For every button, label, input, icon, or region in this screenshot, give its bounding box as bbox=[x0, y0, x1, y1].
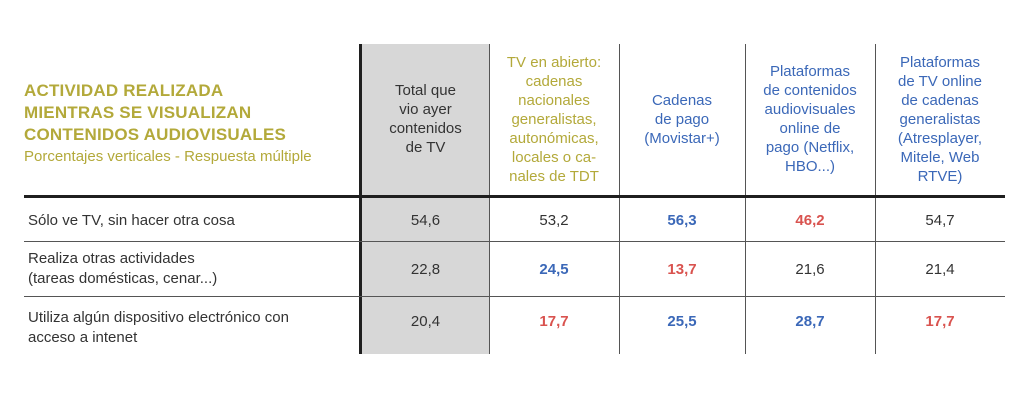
table-cell: 22,8 bbox=[410, 261, 441, 278]
header-line: RTVE) bbox=[917, 167, 963, 185]
row-divider bbox=[24, 296, 1005, 297]
table-title: ACTIVIDAD REALIZADA MIENTRAS SE VISUALIZ… bbox=[24, 80, 354, 146]
table-subtitle: Porcentajes verticales - Respuesta múlti… bbox=[24, 148, 312, 165]
table-cell: 24,5 bbox=[539, 261, 569, 278]
title-line: ACTIVIDAD REALIZADA bbox=[24, 81, 224, 100]
header-line: TV en abierto: bbox=[506, 53, 602, 71]
header-line: de TV online bbox=[898, 72, 982, 90]
table-cell: 28,7 bbox=[795, 313, 825, 330]
header-line: Mitele, Web bbox=[900, 148, 980, 166]
header-line: nacionales bbox=[518, 91, 590, 109]
header-line: de pago bbox=[654, 110, 710, 128]
row-label-line: Utiliza algún dispositivo electrónico co… bbox=[28, 309, 289, 326]
header-line: cadenas bbox=[525, 72, 583, 90]
row-divider bbox=[24, 241, 1005, 242]
table-header-label: ACTIVIDAD REALIZADA MIENTRAS SE VISUALIZ… bbox=[24, 80, 354, 166]
table-cell: 56,3 bbox=[667, 212, 697, 229]
total-column-shading bbox=[362, 44, 489, 354]
column-divider bbox=[619, 44, 620, 354]
table-cell: 17,7 bbox=[925, 313, 955, 330]
table-cell: 13,7 bbox=[667, 261, 697, 278]
column-divider bbox=[489, 44, 490, 354]
table-cell: 53,2 bbox=[539, 212, 569, 229]
title-line: MIENTRAS SE VISUALIZAN bbox=[24, 103, 252, 122]
column-header-broadcaster-online: Plataformas de TV online de cadenas gene… bbox=[875, 44, 1005, 194]
header-line: de contenidos bbox=[763, 82, 857, 99]
header-line: Plataformas bbox=[769, 63, 851, 80]
title-line: CONTENIDOS AUDIOVISUALES bbox=[24, 125, 287, 144]
header-line: vio ayer bbox=[399, 101, 452, 118]
table-cell: 46,2 bbox=[795, 212, 825, 229]
header-line: de cadenas bbox=[901, 91, 979, 109]
header-line: generalistas bbox=[899, 110, 981, 128]
header-line: pago (Netflix, bbox=[765, 139, 855, 156]
table-cell: 54,6 bbox=[410, 212, 441, 229]
header-line: audiovisuales bbox=[764, 101, 856, 118]
row-label: Realiza otras actividades (tareas domést… bbox=[28, 249, 348, 289]
header-rule bbox=[24, 195, 1005, 198]
header-line: (Movistar+) bbox=[644, 129, 720, 147]
table-cell: 54,7 bbox=[925, 212, 955, 229]
row-label: Utiliza algún dispositivo electrónico co… bbox=[28, 308, 348, 348]
header-line: Total que bbox=[395, 82, 456, 99]
header-line: (Atresplayer, bbox=[897, 129, 983, 147]
table-cell: 21,6 bbox=[795, 261, 825, 278]
table-cell: 21,4 bbox=[925, 261, 955, 278]
header-line: contenidos bbox=[389, 120, 462, 137]
row-label-line: Sólo ve TV, sin hacer otra cosa bbox=[28, 212, 235, 229]
header-line: locales o ca- bbox=[511, 148, 597, 166]
column-divider bbox=[875, 44, 876, 354]
column-header-total: Total que vio ayer contenidos de TV bbox=[362, 44, 489, 194]
column-header-online-platforms: Plataformas de contenidos audiovisuales … bbox=[745, 44, 875, 194]
header-line: nales de TDT bbox=[509, 167, 599, 185]
column-divider bbox=[359, 44, 362, 354]
header-line: Cadenas bbox=[651, 91, 713, 109]
header-line: generalistas, bbox=[511, 110, 597, 128]
column-header-pay-tv: Cadenas de pago (Movistar+) bbox=[619, 44, 745, 194]
header-line: de TV bbox=[405, 139, 446, 156]
column-divider bbox=[745, 44, 746, 354]
row-label-line: acceso a intenet bbox=[28, 329, 138, 346]
table-cell: 25,5 bbox=[667, 313, 697, 330]
table-cell: 17,7 bbox=[539, 313, 569, 330]
header-line: autonómicas, bbox=[509, 129, 599, 147]
table-cell: 20,4 bbox=[410, 313, 441, 330]
row-label-line: (tareas domésticas, cenar...) bbox=[28, 270, 218, 287]
column-header-open-tv: TV en abierto: cadenas nacionales genera… bbox=[489, 44, 619, 194]
row-label: Sólo ve TV, sin hacer otra cosa bbox=[28, 211, 348, 231]
header-line: HBO...) bbox=[784, 158, 835, 175]
header-line: Plataformas bbox=[899, 53, 981, 71]
row-label-line: Realiza otras actividades bbox=[28, 250, 195, 267]
header-line: online de bbox=[779, 120, 841, 137]
